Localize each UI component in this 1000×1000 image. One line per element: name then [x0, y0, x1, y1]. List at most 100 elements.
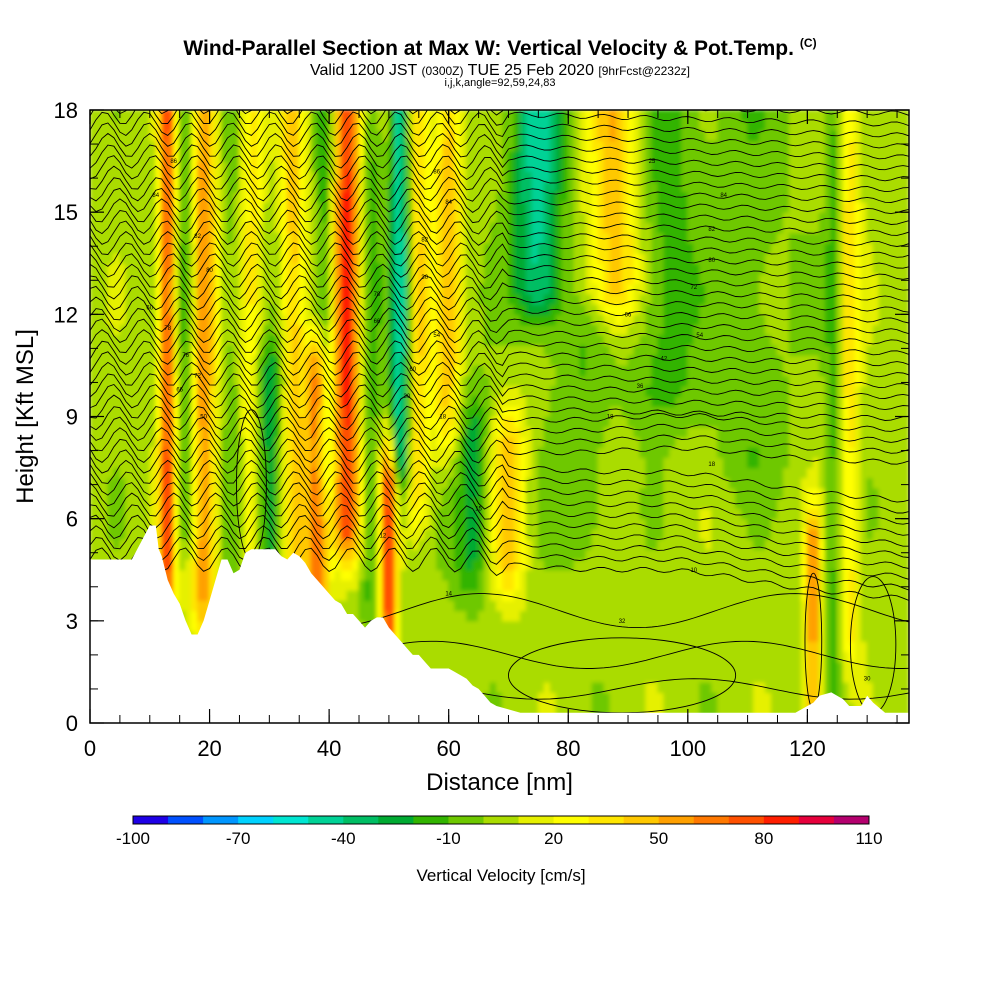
field-cell [537, 344, 545, 356]
field-cell [573, 436, 581, 448]
field-cell [155, 283, 163, 295]
field-cell [191, 283, 199, 295]
field-cell [412, 477, 420, 489]
field-cell [209, 201, 217, 213]
field-cell [167, 528, 175, 540]
field-cell [537, 497, 545, 509]
field-cell [406, 272, 414, 285]
field-cell [149, 252, 157, 264]
field-cell [191, 211, 199, 223]
field-cell [203, 221, 211, 234]
field-cell [250, 324, 258, 336]
field-cell [472, 650, 480, 663]
field-cell [197, 232, 205, 244]
field-cell [274, 313, 282, 326]
field-cell [250, 507, 258, 520]
field-cell [173, 221, 181, 234]
field-cell [131, 477, 139, 489]
field-cell [131, 140, 139, 152]
field-cell [484, 671, 492, 683]
field-cell [203, 334, 211, 346]
field-cell [161, 272, 169, 285]
field-cell [298, 364, 306, 377]
field-cell [561, 528, 569, 540]
field-cell [490, 456, 498, 469]
field-cell [418, 497, 426, 509]
field-cell [274, 487, 282, 499]
field-cell [531, 487, 539, 499]
field-cell [501, 150, 509, 162]
field-cell [484, 364, 492, 377]
field-cell [430, 426, 438, 438]
field-cell [262, 518, 270, 530]
field-cell [244, 211, 252, 223]
field-cell [167, 324, 175, 336]
field-cell [442, 110, 450, 121]
field-cell [244, 487, 252, 499]
subtitle-date: TUE 25 Feb 2020 [467, 62, 594, 79]
field-cell [113, 538, 121, 550]
field-cell [232, 507, 240, 520]
field-cell [412, 129, 420, 142]
field-cell [382, 324, 390, 336]
field-cell [304, 467, 312, 479]
field-cell [155, 303, 163, 315]
field-cell [107, 395, 115, 407]
field-cell [555, 354, 563, 366]
field-cell [364, 599, 372, 612]
field-cell [262, 344, 270, 356]
field-cell [418, 303, 426, 315]
field-cell [394, 272, 402, 285]
field-cell [454, 477, 462, 489]
field-cell [418, 395, 426, 407]
field-cell [304, 559, 312, 571]
field-cell [232, 518, 240, 530]
field-cell [352, 405, 360, 417]
field-cell [209, 436, 217, 448]
field-cell [448, 293, 456, 305]
field-cell [286, 252, 294, 264]
field-cell [256, 528, 264, 540]
field-cell [525, 671, 533, 683]
field-cell [448, 548, 456, 561]
field-cell [101, 283, 109, 295]
field-cell [346, 119, 354, 131]
field-cell [519, 170, 527, 183]
field-cell [191, 110, 199, 121]
field-cell [484, 242, 492, 254]
field-cell [352, 375, 360, 387]
field-cell [484, 497, 492, 509]
field-cell [179, 487, 187, 499]
field-cell [161, 293, 169, 305]
field-cell [424, 160, 432, 172]
field-cell [543, 375, 551, 387]
field-cell [268, 150, 276, 162]
field-cell [322, 354, 330, 366]
field-cell [197, 262, 205, 274]
field-cell [442, 170, 450, 183]
field-cell [400, 344, 408, 356]
field-cell [436, 119, 444, 131]
field-cell [256, 181, 264, 193]
field-cell [424, 630, 432, 642]
field-cell [525, 528, 533, 540]
field-cell [358, 313, 366, 326]
field-cell [221, 446, 228, 458]
field-cell [561, 150, 569, 162]
field-cell [131, 385, 139, 397]
field-cell [448, 160, 456, 172]
field-cell [394, 456, 402, 469]
field-cell [149, 221, 157, 234]
field-cell [90, 313, 97, 326]
field-cell [161, 507, 169, 520]
field-cell [549, 150, 557, 162]
field-cell [334, 160, 342, 172]
field-cell [143, 364, 151, 377]
field-cell [268, 119, 276, 131]
field-cell [394, 569, 402, 581]
field-cell [501, 569, 509, 581]
field-cell [197, 569, 205, 581]
field-cell [382, 129, 390, 142]
field-cell [394, 518, 402, 530]
field-cell [131, 283, 139, 295]
